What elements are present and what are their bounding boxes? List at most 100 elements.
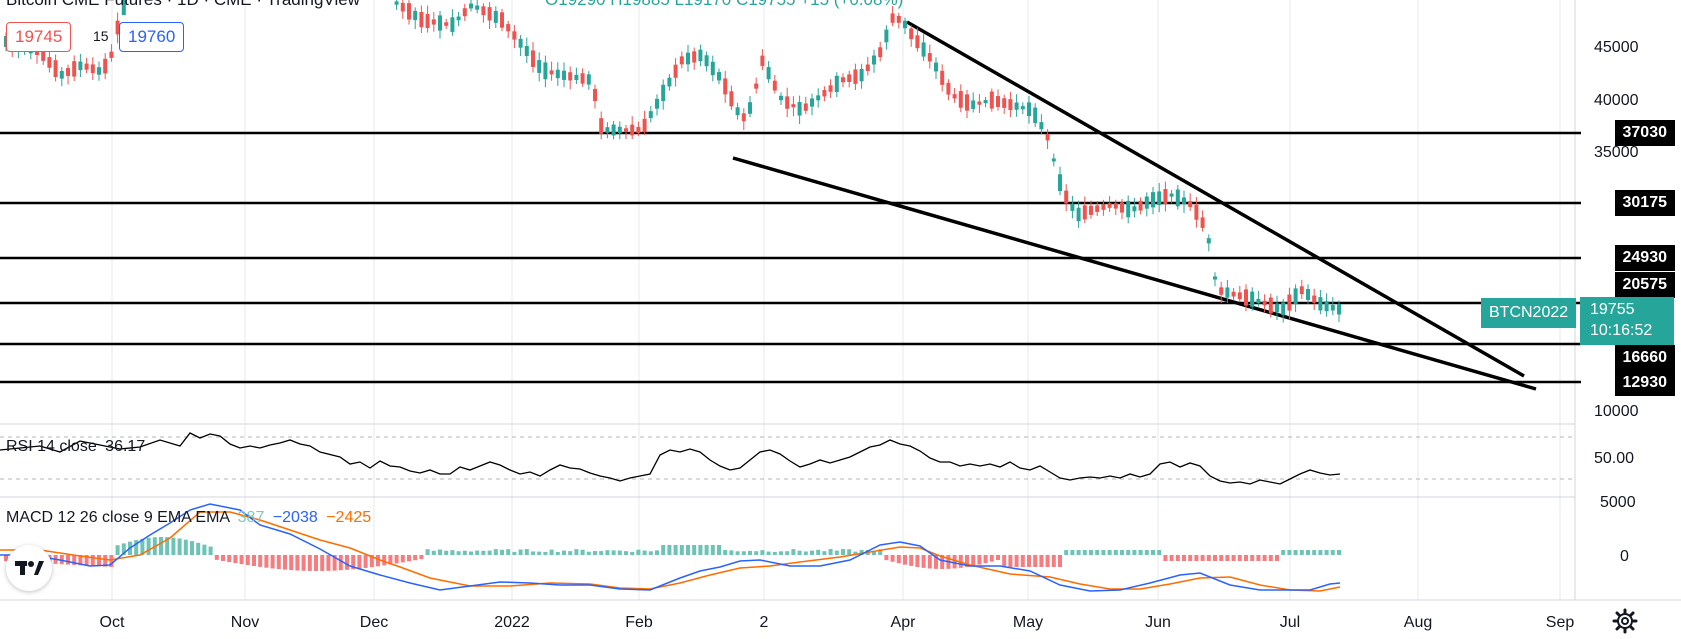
candle bbox=[853, 63, 858, 90]
candle bbox=[766, 61, 771, 83]
macd-bar bbox=[940, 555, 945, 569]
candle bbox=[462, 3, 467, 21]
candle bbox=[760, 49, 765, 71]
macd-bar bbox=[679, 545, 684, 555]
candle bbox=[1076, 200, 1081, 228]
macd-bar bbox=[735, 551, 740, 555]
upper-trendline[interactable] bbox=[906, 20, 1525, 378]
macd-bar bbox=[456, 551, 461, 555]
macd-bar bbox=[791, 549, 796, 555]
candle bbox=[667, 74, 672, 91]
macd-bar bbox=[1182, 555, 1186, 561]
candle bbox=[1070, 195, 1075, 219]
macd-bar bbox=[1299, 550, 1304, 555]
macd-bar bbox=[1306, 550, 1310, 555]
macd-bar bbox=[754, 551, 759, 555]
macd-bar bbox=[1281, 550, 1286, 555]
macd-bar bbox=[1225, 555, 1230, 561]
macd-bar bbox=[221, 555, 225, 561]
candle bbox=[121, 0, 126, 16]
candle bbox=[518, 35, 523, 57]
macd-bar bbox=[1033, 555, 1038, 567]
candle bbox=[803, 96, 808, 115]
macd-bar bbox=[642, 550, 647, 555]
macd-bar bbox=[872, 551, 876, 555]
macd-bar bbox=[1275, 555, 1279, 561]
candle bbox=[841, 73, 845, 88]
tradingview-logo-icon[interactable] bbox=[6, 545, 52, 591]
macd-legend[interactable]: MACD 12 26 close 9 EMA EMA 387 −2038 −24… bbox=[6, 509, 371, 527]
macd-bar bbox=[1151, 550, 1155, 555]
macd-bar bbox=[1256, 555, 1261, 561]
candle bbox=[704, 51, 709, 72]
candle bbox=[642, 110, 647, 136]
candle bbox=[78, 53, 83, 78]
candle bbox=[1120, 198, 1124, 220]
sell-price-button[interactable]: 19745 bbox=[6, 22, 72, 52]
candle bbox=[1132, 197, 1137, 218]
macd-bar bbox=[394, 555, 399, 564]
macd-bar bbox=[958, 555, 963, 568]
candle bbox=[1175, 184, 1180, 210]
macd-bar bbox=[487, 550, 492, 555]
macd-bar bbox=[171, 537, 176, 555]
level-tag-24930: 24930 bbox=[1614, 245, 1675, 271]
candle bbox=[400, 0, 405, 19]
price-tick-45000: 45000 bbox=[1594, 39, 1639, 56]
candle bbox=[586, 71, 591, 90]
candle bbox=[1275, 295, 1279, 320]
candle bbox=[834, 72, 839, 98]
candle bbox=[940, 64, 945, 92]
candle bbox=[989, 88, 994, 112]
macd-bar bbox=[996, 555, 1000, 561]
price-candles bbox=[4, 0, 1341, 323]
macd-bar bbox=[785, 551, 790, 555]
macd-bar bbox=[717, 545, 721, 555]
candle bbox=[1244, 284, 1248, 312]
macd-bar bbox=[320, 555, 325, 571]
candle bbox=[481, 3, 486, 23]
macd-bar bbox=[834, 550, 839, 555]
macd-bar bbox=[338, 555, 343, 571]
rsi-tick-50: 50.00 bbox=[1594, 450, 1635, 467]
macd-bar bbox=[617, 550, 622, 555]
macd-bar bbox=[1169, 555, 1174, 561]
macd-bar bbox=[1268, 555, 1273, 561]
macd-bar bbox=[438, 549, 442, 555]
candle bbox=[1182, 190, 1186, 213]
candle bbox=[1262, 294, 1267, 313]
candle bbox=[847, 70, 852, 88]
macd-bar bbox=[493, 549, 498, 555]
candle bbox=[512, 25, 517, 49]
candle bbox=[1027, 95, 1031, 124]
rsi-legend[interactable]: RSI 14 close 36.17 bbox=[6, 438, 145, 456]
candle bbox=[605, 122, 610, 139]
macd-bar bbox=[469, 551, 473, 555]
macd-bar bbox=[140, 538, 145, 555]
macd-bar bbox=[686, 545, 690, 555]
price-tick-40000: 40000 bbox=[1594, 92, 1639, 109]
macd-bar bbox=[692, 545, 697, 555]
candle bbox=[1051, 153, 1056, 167]
macd-bar bbox=[419, 555, 424, 560]
macd-bar bbox=[1312, 550, 1317, 555]
macd-bar bbox=[555, 551, 560, 555]
macd-bar bbox=[1231, 555, 1236, 561]
macd-bar bbox=[97, 555, 101, 567]
time-label-jun: Jun bbox=[1145, 614, 1171, 631]
lower-trendline[interactable] bbox=[732, 156, 1537, 391]
macd-bar bbox=[1206, 555, 1211, 561]
macd-bar bbox=[1244, 555, 1248, 561]
candle bbox=[59, 67, 64, 87]
gear-icon[interactable] bbox=[1612, 608, 1638, 634]
macd-bar bbox=[109, 555, 114, 567]
macd-bar bbox=[90, 555, 95, 566]
macd-bar bbox=[524, 549, 529, 555]
candle bbox=[661, 79, 666, 110]
buy-price-button[interactable]: 19760 bbox=[119, 22, 185, 52]
macd-bar bbox=[115, 545, 120, 555]
chart-title: Bitcoin CME Futures · 1D · CME · Trading… bbox=[6, 0, 360, 10]
macd-bar bbox=[1132, 550, 1137, 555]
macd-bar bbox=[1101, 550, 1106, 555]
